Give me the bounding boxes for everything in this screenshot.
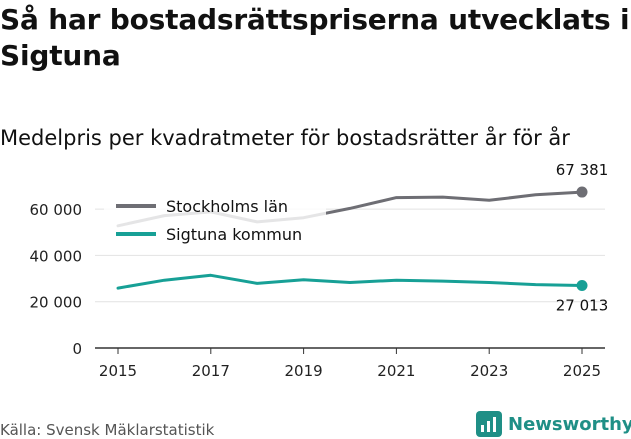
legend: Stockholms län Sigtuna kommun — [104, 190, 326, 248]
x-tick-label: 2015 — [99, 362, 137, 380]
y-tick-label: 60 000 — [30, 201, 83, 219]
chart-subtitle: Medelpris per kvadratmeter för bostadsrä… — [0, 126, 570, 150]
end-value-label: 27 013 — [556, 296, 609, 314]
x-tick-label: 2023 — [470, 362, 508, 380]
newsworthy-logo-icon — [476, 411, 502, 437]
chart-title: Så har bostadsrättspriserna utvecklats i… — [0, 3, 630, 72]
legend-label: Stockholms län — [166, 197, 288, 216]
legend-label: Sigtuna kommun — [166, 225, 302, 244]
end-labels: 67 381 27 013 — [556, 161, 609, 314]
end-value-label: 67 381 — [556, 161, 609, 179]
brand-name: Newsworthy — [508, 413, 631, 435]
x-tick-label: 2019 — [285, 362, 323, 380]
x-axis: 2015 2017 2019 2021 2023 2025 — [99, 348, 601, 380]
legend-background — [104, 190, 326, 248]
y-tick-label: 40 000 — [30, 247, 83, 265]
x-tick-label: 2025 — [563, 362, 601, 380]
end-point — [576, 186, 588, 198]
series-line-sigtuna-kommun — [116, 273, 584, 290]
y-tick-label: 0 — [72, 340, 82, 358]
y-tick-label: 20 000 — [30, 294, 83, 312]
end-point — [576, 279, 588, 291]
x-tick-label: 2021 — [377, 362, 415, 380]
source-note: Källa: Svensk Mäklarstatistik — [0, 421, 215, 439]
brand-logo: Newsworthy — [476, 410, 631, 438]
y-axis: 0 20 000 40 000 60 000 — [30, 201, 83, 358]
x-tick-label: 2017 — [192, 362, 230, 380]
